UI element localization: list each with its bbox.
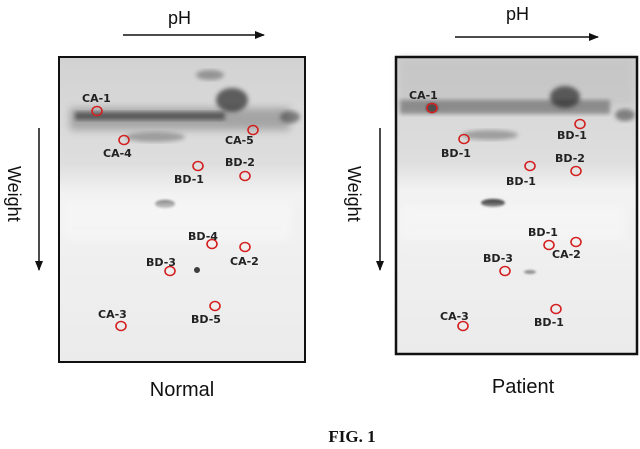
spot-label: CA-5 <box>225 134 254 147</box>
spot-label: BD-4 <box>188 230 218 243</box>
spot-label: BD-2 <box>225 156 255 169</box>
spot-normal-9: BD-5 <box>191 300 221 326</box>
weight-axis-label: Weight <box>4 166 24 222</box>
figure-caption: FIG. 1 <box>328 427 375 446</box>
spot-patient-2: BD-1 <box>557 118 587 142</box>
spot-label: CA-2 <box>552 248 581 261</box>
spot-normal-4: BD-1 <box>174 160 204 186</box>
spot-label: CA-3 <box>98 308 127 321</box>
spot-normal-6: BD-3 <box>146 256 176 277</box>
spot-label: BD-3 <box>146 256 176 269</box>
panel-label-normal: Normal <box>150 379 214 401</box>
spot-circle-icon <box>550 303 562 315</box>
spot-circle-icon <box>192 160 204 172</box>
spot-circle-icon <box>209 300 221 312</box>
spot-circle-icon <box>570 236 582 248</box>
spot-normal-0: CA-1 <box>82 92 111 117</box>
spot-label: BD-1 <box>534 316 564 329</box>
spot-label: BD-1 <box>506 175 536 188</box>
panel-label-patient: Patient <box>492 376 555 398</box>
spot-circle-icon <box>499 265 511 277</box>
spot-label: BD-1 <box>528 226 558 239</box>
spot-label: BD-2 <box>555 152 585 165</box>
spot-label: BD-1 <box>441 147 471 160</box>
spot-patient-3: BD-2 <box>555 152 585 177</box>
spot-normal-7: CA-2 <box>230 241 259 268</box>
spot-circle-icon <box>524 160 536 172</box>
spot-label: CA-4 <box>103 147 132 160</box>
spot-patient-7: CA-2 <box>552 236 582 261</box>
spot-circle-icon <box>239 241 251 253</box>
spot-circle-icon <box>543 239 555 251</box>
spot-normal-2: CA-5 <box>225 124 259 147</box>
spot-circle-icon <box>247 124 259 136</box>
spot-patient-4: BD-1 <box>506 160 536 188</box>
spot-label: CA-1 <box>409 89 438 102</box>
spot-circle-icon <box>458 133 470 145</box>
panel-patient: pH Weight Patient <box>344 4 639 398</box>
spot-circle-icon <box>574 118 586 130</box>
spot-normal-1: CA-4 <box>103 134 132 160</box>
spot-circle-icon <box>118 134 130 146</box>
spot-label: CA-3 <box>440 310 469 323</box>
spot-circle-icon <box>239 170 251 182</box>
spot-patient-1: BD-1 <box>441 133 471 160</box>
spot-label: BD-1 <box>557 129 587 142</box>
spot-label: BD-3 <box>483 252 513 265</box>
spot-label: CA-1 <box>82 92 111 105</box>
ph-axis-label: pH <box>506 4 529 24</box>
spot-patient-0: CA-1 <box>409 89 438 114</box>
spot-patient-8: CA-3 <box>440 310 469 332</box>
spot-circle-icon <box>457 320 469 332</box>
spot-circle-icon <box>206 238 218 250</box>
spot-circle-icon <box>91 105 103 117</box>
spot-circle-icon <box>115 320 127 332</box>
spot-normal-3: BD-2 <box>225 156 255 182</box>
spot-normal-8: CA-3 <box>98 308 127 332</box>
spot-circle-icon <box>426 102 438 114</box>
panel-normal: pH Weight Normal <box>4 8 306 401</box>
spot-patient-5: BD-1 <box>528 226 558 251</box>
ph-axis-label: pH <box>168 8 191 28</box>
spot-circle-icon <box>164 265 176 277</box>
spot-label: BD-5 <box>191 313 221 326</box>
spot-circle-icon <box>570 165 582 177</box>
spot-patient-9: BD-1 <box>534 303 564 329</box>
weight-axis-label: Weight <box>344 166 364 222</box>
spot-markers: CA-1 CA-4 CA-5 BD-2 BD-1 BD-4 BD-3 CA-2 CA-3 BD-5… <box>82 89 587 332</box>
spot-patient-6: BD-3 <box>483 252 513 277</box>
spot-label: CA-2 <box>230 255 259 268</box>
spot-normal-5: BD-4 <box>188 230 218 250</box>
spot-label: BD-1 <box>174 173 204 186</box>
